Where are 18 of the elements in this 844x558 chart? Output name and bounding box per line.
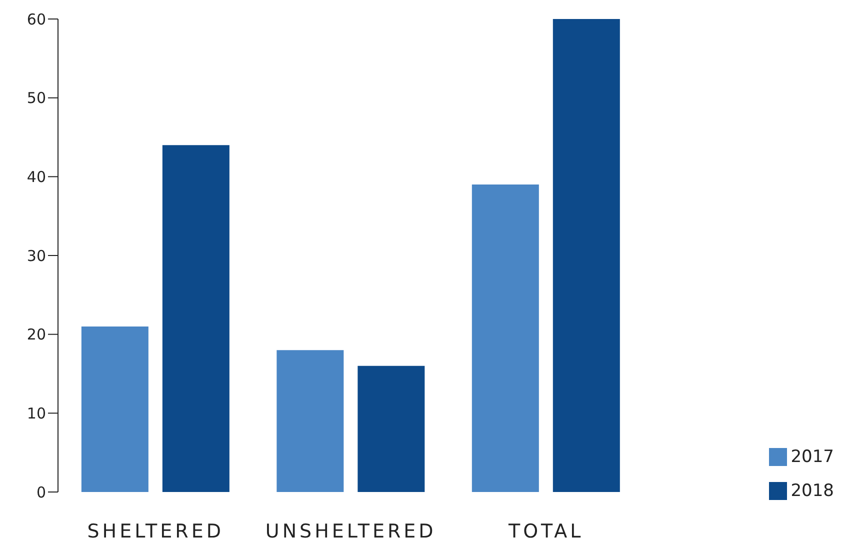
y-tick-label: 20 — [26, 326, 46, 344]
x-tick-label: UNSHELTERED — [265, 520, 436, 542]
x-tick-label: SHELTERED — [87, 520, 224, 542]
bar — [276, 350, 344, 492]
y-tick-label: 40 — [26, 168, 46, 186]
y-tick-label: 60 — [26, 10, 46, 28]
legend-label: 2017 — [790, 447, 834, 467]
bar — [472, 184, 539, 492]
y-tick-label: 50 — [26, 89, 46, 108]
y-tick-label: 0 — [36, 483, 46, 502]
bar — [81, 326, 148, 492]
bar — [162, 145, 230, 492]
y-tick-label: 30 — [26, 246, 46, 265]
bar — [552, 19, 620, 492]
x-tick-label: TOTAL — [507, 520, 584, 542]
legend-label: 2018 — [790, 481, 834, 501]
y-tick-label: 10 — [26, 404, 46, 422]
bar — [358, 366, 425, 492]
